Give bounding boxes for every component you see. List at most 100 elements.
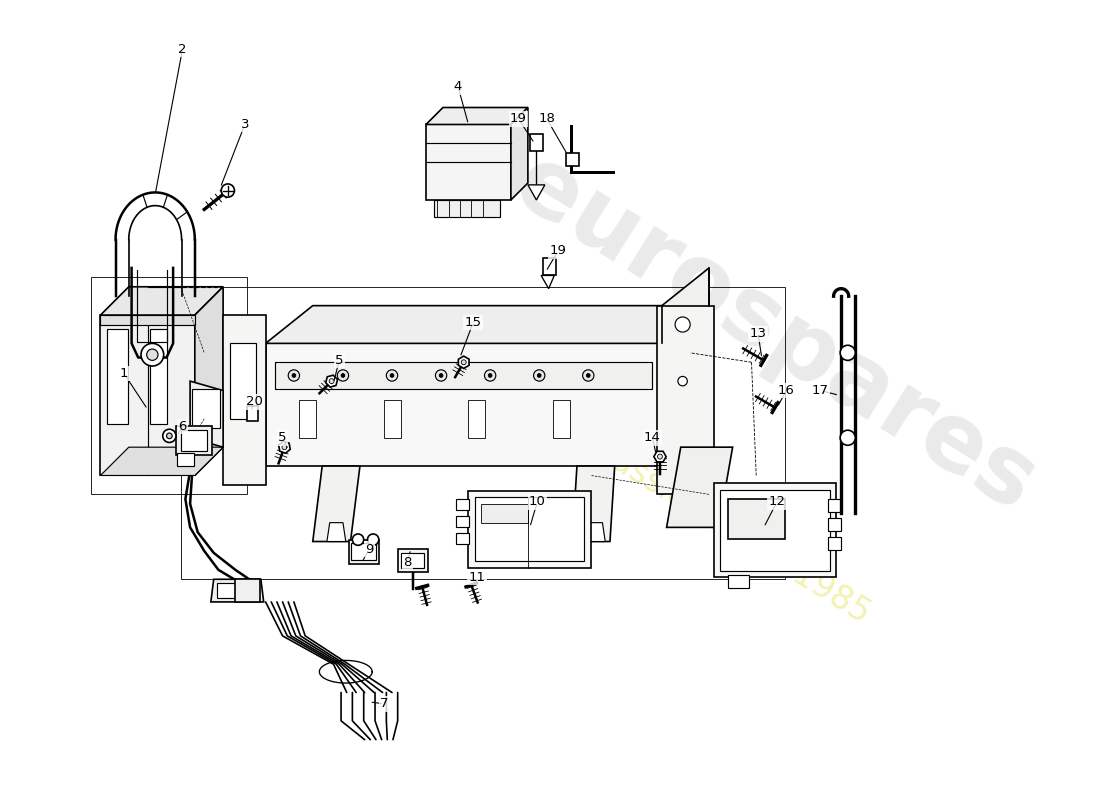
Circle shape <box>436 370 447 381</box>
Polygon shape <box>326 375 338 387</box>
Polygon shape <box>211 579 264 602</box>
Bar <box>828 537 842 550</box>
Polygon shape <box>667 447 733 527</box>
Bar <box>298 400 316 438</box>
Bar <box>235 579 260 602</box>
Bar <box>384 400 400 438</box>
Text: 20: 20 <box>245 395 263 408</box>
Polygon shape <box>265 343 662 466</box>
Polygon shape <box>223 315 265 485</box>
Polygon shape <box>265 306 710 343</box>
Text: 16: 16 <box>778 384 795 397</box>
Bar <box>469 400 485 438</box>
Polygon shape <box>195 286 223 475</box>
Bar <box>402 553 425 568</box>
Circle shape <box>461 360 466 365</box>
Circle shape <box>292 374 296 378</box>
Circle shape <box>338 370 349 381</box>
Polygon shape <box>312 466 360 542</box>
Circle shape <box>141 343 164 366</box>
Text: 12: 12 <box>769 495 785 509</box>
Circle shape <box>534 370 544 381</box>
Text: 18: 18 <box>538 112 556 126</box>
Bar <box>246 406 258 421</box>
Bar <box>530 134 543 151</box>
Circle shape <box>658 454 662 459</box>
Polygon shape <box>528 185 544 200</box>
Bar <box>565 153 579 166</box>
Text: 19: 19 <box>510 112 527 126</box>
Circle shape <box>586 374 591 378</box>
Polygon shape <box>426 125 510 200</box>
Circle shape <box>439 374 443 378</box>
Circle shape <box>288 370 299 381</box>
Circle shape <box>146 349 158 360</box>
Bar <box>192 389 220 428</box>
Polygon shape <box>278 441 290 454</box>
Circle shape <box>282 445 287 450</box>
Bar <box>275 362 652 389</box>
Text: 19: 19 <box>550 245 566 258</box>
Bar <box>217 583 235 598</box>
Text: 7: 7 <box>381 698 388 710</box>
Polygon shape <box>662 306 710 466</box>
Bar <box>456 533 470 544</box>
Text: eurospares: eurospares <box>497 137 1053 531</box>
Text: 6: 6 <box>178 420 187 433</box>
Polygon shape <box>426 107 528 125</box>
Circle shape <box>840 346 856 360</box>
Bar <box>728 574 749 588</box>
Bar <box>349 540 378 564</box>
Polygon shape <box>572 466 615 542</box>
Bar <box>828 518 842 531</box>
Circle shape <box>583 370 594 381</box>
Bar <box>176 426 212 454</box>
Text: a passion since 1985: a passion since 1985 <box>561 416 876 630</box>
Bar <box>456 499 470 510</box>
Bar <box>543 258 557 275</box>
Circle shape <box>163 430 176 442</box>
Text: 4: 4 <box>454 80 462 94</box>
Text: 14: 14 <box>644 431 661 444</box>
Circle shape <box>341 374 344 378</box>
Circle shape <box>367 534 378 546</box>
Bar <box>828 499 842 512</box>
Bar <box>150 330 166 423</box>
Polygon shape <box>510 107 528 200</box>
Circle shape <box>329 378 334 383</box>
Bar <box>456 516 470 527</box>
Bar <box>351 543 376 561</box>
Circle shape <box>221 184 234 197</box>
Bar <box>433 200 499 217</box>
Bar <box>91 278 246 494</box>
Polygon shape <box>541 275 554 289</box>
Polygon shape <box>100 315 195 475</box>
Bar <box>180 286 784 579</box>
Text: 3: 3 <box>241 118 249 131</box>
Bar <box>398 549 428 572</box>
Circle shape <box>352 534 364 546</box>
Text: 5: 5 <box>278 431 287 444</box>
Circle shape <box>386 370 398 381</box>
Circle shape <box>678 377 688 386</box>
Text: 17: 17 <box>812 384 829 397</box>
Text: 10: 10 <box>529 495 546 509</box>
Bar <box>720 490 829 570</box>
Polygon shape <box>653 451 667 462</box>
Polygon shape <box>100 286 223 315</box>
Bar <box>714 483 836 578</box>
Polygon shape <box>459 356 469 368</box>
Bar <box>177 453 194 466</box>
Bar <box>553 400 570 438</box>
Bar <box>657 306 714 494</box>
Polygon shape <box>190 381 223 447</box>
Text: 1: 1 <box>120 367 129 380</box>
Circle shape <box>488 374 492 378</box>
Text: 5: 5 <box>334 354 343 367</box>
Bar <box>107 330 128 423</box>
Polygon shape <box>100 315 195 325</box>
Bar <box>481 504 528 522</box>
Bar <box>475 497 584 562</box>
Polygon shape <box>582 522 605 542</box>
Bar <box>230 343 256 419</box>
